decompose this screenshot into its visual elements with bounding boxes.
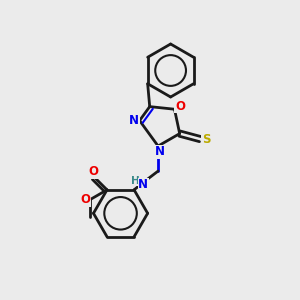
Text: H: H	[131, 176, 140, 185]
Text: O: O	[88, 165, 98, 178]
Text: N: N	[154, 145, 165, 158]
Text: O: O	[175, 100, 185, 113]
Text: N: N	[129, 114, 139, 127]
Text: O: O	[80, 193, 90, 206]
Text: N: N	[138, 178, 148, 191]
Text: S: S	[202, 133, 210, 146]
